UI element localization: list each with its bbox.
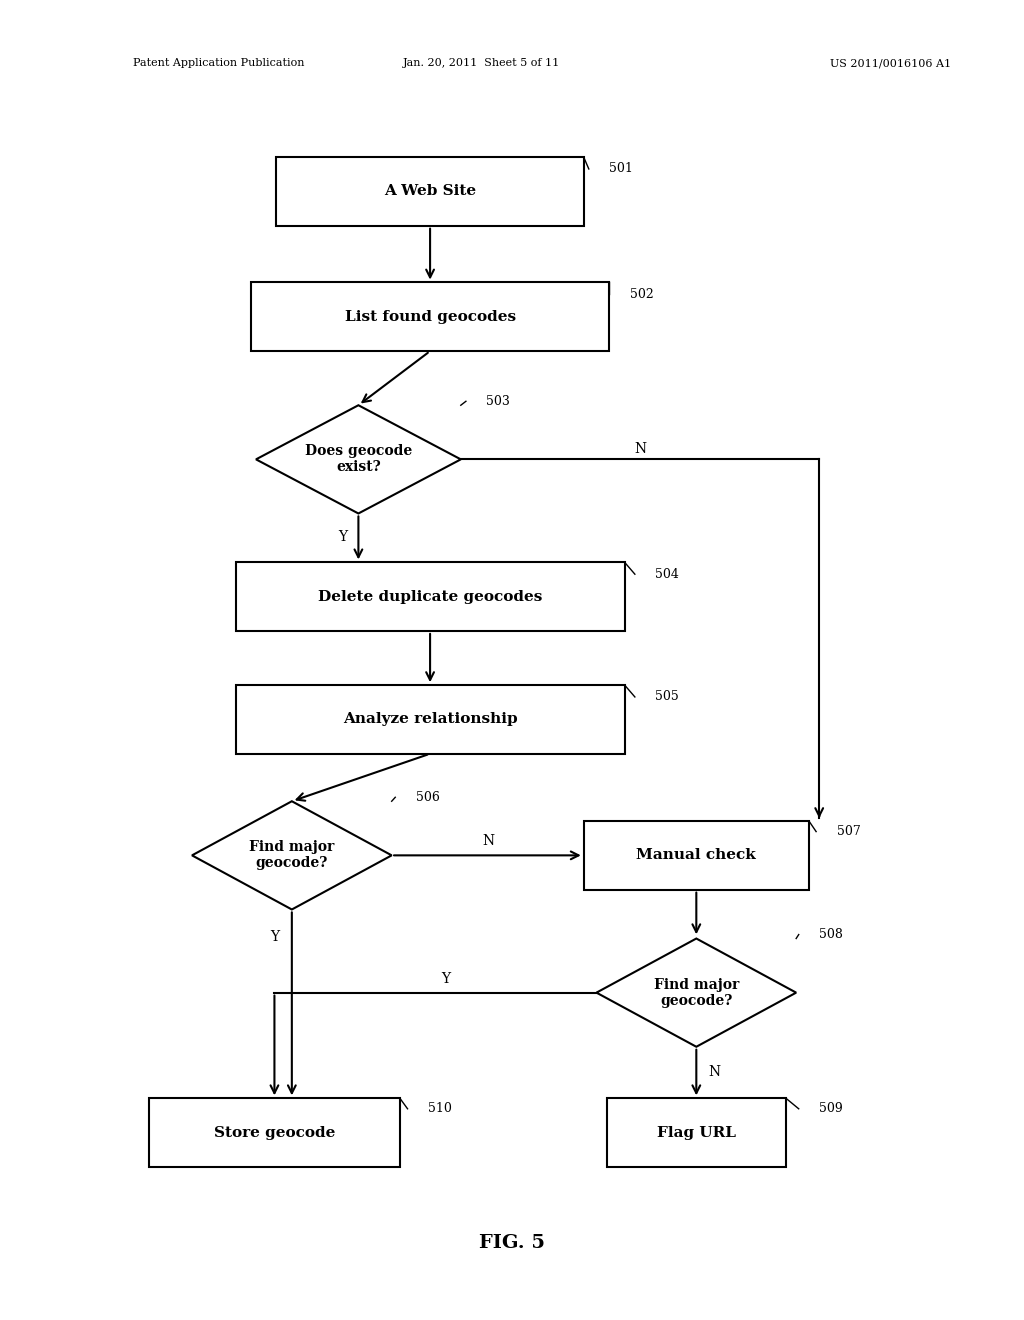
Text: Find major
geocode?: Find major geocode?	[249, 841, 335, 870]
Text: Y: Y	[270, 931, 279, 944]
Text: 506: 506	[416, 791, 439, 804]
Text: Jan. 20, 2011  Sheet 5 of 11: Jan. 20, 2011 Sheet 5 of 11	[402, 58, 560, 69]
Text: N: N	[482, 834, 495, 847]
Text: Store geocode: Store geocode	[214, 1126, 335, 1139]
FancyBboxPatch shape	[251, 282, 609, 351]
Text: N: N	[709, 1065, 721, 1078]
Text: 505: 505	[655, 690, 679, 704]
Text: Find major
geocode?: Find major geocode?	[653, 978, 739, 1007]
Polygon shape	[256, 405, 461, 513]
Text: 502: 502	[630, 288, 653, 301]
Text: Does geocode
exist?: Does geocode exist?	[305, 445, 412, 474]
Polygon shape	[596, 939, 797, 1047]
Text: Y: Y	[339, 531, 347, 544]
Text: Analyze relationship: Analyze relationship	[343, 713, 517, 726]
Text: US 2011/0016106 A1: US 2011/0016106 A1	[830, 58, 951, 69]
Text: 503: 503	[486, 395, 510, 408]
Text: FIG. 5: FIG. 5	[479, 1234, 545, 1253]
Text: List found geocodes: List found geocodes	[344, 310, 516, 323]
Text: Flag URL: Flag URL	[656, 1126, 736, 1139]
Polygon shape	[191, 801, 391, 909]
Text: 510: 510	[428, 1102, 452, 1115]
Text: Patent Application Publication: Patent Application Publication	[133, 58, 304, 69]
Text: 507: 507	[837, 825, 860, 838]
FancyBboxPatch shape	[276, 157, 584, 226]
Text: A Web Site: A Web Site	[384, 185, 476, 198]
Text: N: N	[634, 442, 646, 455]
FancyBboxPatch shape	[606, 1098, 786, 1167]
FancyBboxPatch shape	[584, 821, 809, 890]
Text: 501: 501	[609, 162, 633, 176]
Text: Manual check: Manual check	[637, 849, 756, 862]
Text: Y: Y	[441, 973, 450, 986]
FancyBboxPatch shape	[236, 685, 625, 754]
Text: Delete duplicate geocodes: Delete duplicate geocodes	[317, 590, 543, 603]
Text: 509: 509	[819, 1102, 843, 1115]
Text: 508: 508	[819, 928, 843, 941]
FancyBboxPatch shape	[150, 1098, 399, 1167]
Text: 504: 504	[655, 568, 679, 581]
FancyBboxPatch shape	[236, 562, 625, 631]
